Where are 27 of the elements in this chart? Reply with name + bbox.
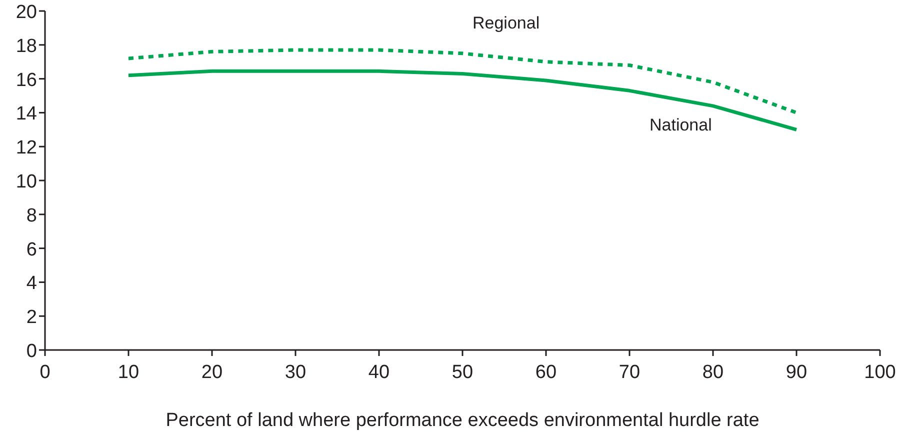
x-axis-title: Percent of land where performance exceeds environmental hurdle rate (166, 410, 760, 431)
y-tick-label: 0 (26, 341, 37, 362)
line-series (126, 48, 798, 114)
x-tick-label: 30 (284, 362, 306, 383)
x-tick-label: 60 (535, 362, 557, 383)
x-tick-label: 10 (118, 362, 140, 383)
x-tick-label: 20 (201, 362, 223, 383)
series-label: National (650, 116, 712, 135)
x-tick-label: 50 (452, 362, 474, 383)
y-tick-label: 12 (16, 138, 37, 159)
y-tick-label: 18 (16, 36, 37, 57)
y-tick-label: 16 (16, 70, 37, 91)
y-tick-label: 8 (26, 205, 37, 226)
x-tick-label: 0 (40, 362, 50, 383)
y-tick-label: 14 (16, 104, 38, 125)
x-tick-label: 40 (368, 362, 390, 383)
y-tick-label: 10 (16, 172, 37, 192)
series-label: Regional (472, 13, 540, 32)
line-series (126, 69, 798, 132)
x-tick-label: 70 (618, 362, 640, 383)
x-tick-label: 90 (786, 362, 808, 383)
y-tick-label: 6 (26, 239, 37, 260)
x-tick-label: 80 (702, 362, 724, 383)
y-tick-label: 4 (26, 273, 38, 294)
x-tick-label: 100 (864, 362, 896, 383)
y-tick-label: 20 (16, 2, 37, 23)
y-tick-label: 2 (26, 307, 37, 328)
